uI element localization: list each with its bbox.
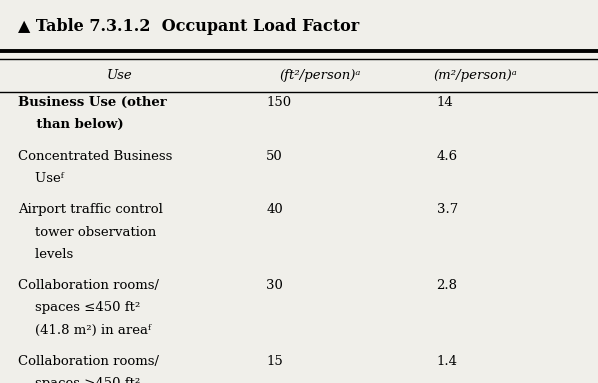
Text: spaces >450 ft²: spaces >450 ft² [18,377,140,383]
Text: Airport traffic control: Airport traffic control [18,203,163,216]
Text: (41.8 m²) in areaᶠ: (41.8 m²) in areaᶠ [18,324,151,337]
Text: Use: Use [106,69,133,82]
Text: 4.6: 4.6 [437,150,457,163]
Text: tower observation: tower observation [18,226,156,239]
Text: Useᶠ: Useᶠ [18,172,63,185]
Text: Collaboration rooms/: Collaboration rooms/ [18,279,159,292]
Text: 14: 14 [437,96,453,109]
Text: Business Use (other: Business Use (other [18,96,167,109]
Text: Concentrated Business: Concentrated Business [18,150,172,163]
Text: ▲ Table 7.3.1.2  Occupant Load Factor: ▲ Table 7.3.1.2 Occupant Load Factor [18,18,359,35]
Text: Collaboration rooms/: Collaboration rooms/ [18,355,159,368]
Text: levels: levels [18,248,73,261]
Text: 1.4: 1.4 [437,355,457,368]
Text: (ft²/person)ᵃ: (ft²/person)ᵃ [279,69,361,82]
Text: spaces ≤450 ft²: spaces ≤450 ft² [18,301,140,314]
Text: 40: 40 [266,203,283,216]
Text: 150: 150 [266,96,291,109]
Text: 15: 15 [266,355,283,368]
Text: 30: 30 [266,279,283,292]
Text: 2.8: 2.8 [437,279,457,292]
Text: than below): than below) [18,118,124,131]
Text: (m²/person)ᵃ: (m²/person)ᵃ [434,69,517,82]
Text: 3.7: 3.7 [437,203,458,216]
Text: 50: 50 [266,150,283,163]
